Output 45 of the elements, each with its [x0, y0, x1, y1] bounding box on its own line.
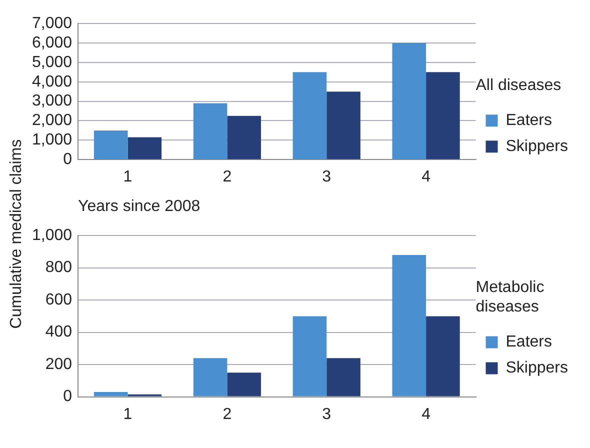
x-tick-label: 2 [222, 168, 232, 186]
x-tick-label: 1 [123, 168, 132, 186]
legend-label: Eaters [506, 112, 552, 130]
y-tick-label: 5,000 [32, 54, 72, 71]
x-tick-label: 1 [123, 406, 132, 423]
legend-title: Metabolic diseases [476, 279, 544, 316]
bar [128, 137, 162, 160]
y-tick-label: 200 [45, 356, 72, 373]
x-tick-label: 3 [322, 168, 332, 186]
y-tick-label: 600 [45, 291, 72, 308]
bar [193, 358, 228, 396]
bar [193, 103, 228, 160]
legend-label: Eaters [506, 334, 552, 351]
x-tick-label: 2 [222, 406, 232, 423]
y-tick-label: 0 [63, 388, 72, 406]
legend-label: Skippers [506, 138, 568, 156]
y-tick-label: 6,000 [32, 34, 72, 52]
x-tick-label: 4 [422, 406, 431, 423]
bar [326, 358, 360, 396]
y-tick-label: 0 [63, 151, 72, 168]
bar [392, 43, 426, 160]
y-axis-title: Cumulative medical claims [8, 139, 26, 329]
bar [326, 92, 360, 160]
bar [227, 116, 261, 160]
y-tick-label: 4,000 [32, 73, 72, 90]
bar [94, 130, 128, 160]
bar [426, 72, 460, 160]
bar [392, 254, 426, 396]
y-tick-label: 3,000 [32, 92, 72, 110]
bar [94, 392, 128, 396]
y-tick-label: 7,000 [32, 15, 72, 32]
x-tick-label: 3 [322, 406, 332, 423]
legend-title: All diseases [476, 76, 562, 94]
x-axis-title: Years since 2008 [78, 198, 200, 215]
bar [227, 372, 261, 396]
y-tick-label: 2,000 [32, 112, 72, 130]
bar [426, 316, 460, 396]
y-tick-label: 400 [45, 324, 72, 341]
bar [292, 316, 327, 396]
y-tick-label: 800 [45, 259, 72, 276]
legend-label: Skippers [506, 360, 568, 377]
y-tick-label: 1,000 [32, 227, 72, 244]
y-tick-label: 1,000 [32, 132, 72, 149]
bar [292, 72, 327, 160]
x-tick-label: 4 [422, 168, 431, 186]
